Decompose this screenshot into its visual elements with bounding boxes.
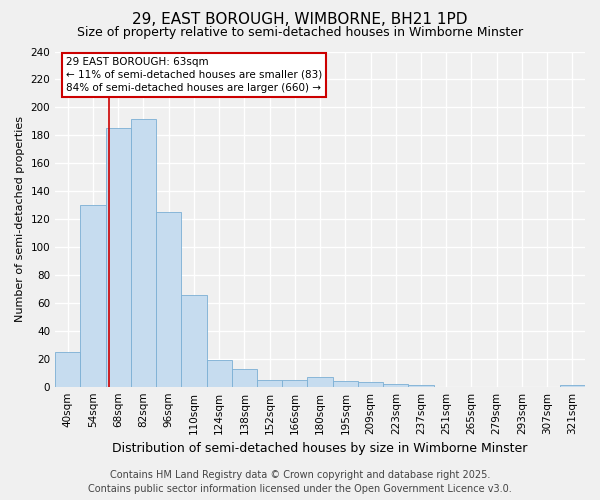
Bar [131, 118, 156, 386]
Bar [383, 384, 409, 386]
Bar [282, 380, 307, 386]
Bar [358, 382, 383, 386]
Bar [106, 128, 131, 386]
Bar [80, 205, 106, 386]
Bar [181, 294, 206, 386]
Bar [206, 360, 232, 386]
Bar [307, 377, 332, 386]
Y-axis label: Number of semi-detached properties: Number of semi-detached properties [15, 116, 25, 322]
Text: Contains HM Land Registry data © Crown copyright and database right 2025.
Contai: Contains HM Land Registry data © Crown c… [88, 470, 512, 494]
Bar [55, 352, 80, 386]
Bar [332, 381, 358, 386]
X-axis label: Distribution of semi-detached houses by size in Wimborne Minster: Distribution of semi-detached houses by … [112, 442, 528, 455]
Bar [232, 368, 257, 386]
Text: 29 EAST BOROUGH: 63sqm
← 11% of semi-detached houses are smaller (83)
84% of sem: 29 EAST BOROUGH: 63sqm ← 11% of semi-det… [66, 56, 322, 93]
Bar [156, 212, 181, 386]
Text: 29, EAST BOROUGH, WIMBORNE, BH21 1PD: 29, EAST BOROUGH, WIMBORNE, BH21 1PD [132, 12, 468, 28]
Text: Size of property relative to semi-detached houses in Wimborne Minster: Size of property relative to semi-detach… [77, 26, 523, 39]
Bar [257, 380, 282, 386]
